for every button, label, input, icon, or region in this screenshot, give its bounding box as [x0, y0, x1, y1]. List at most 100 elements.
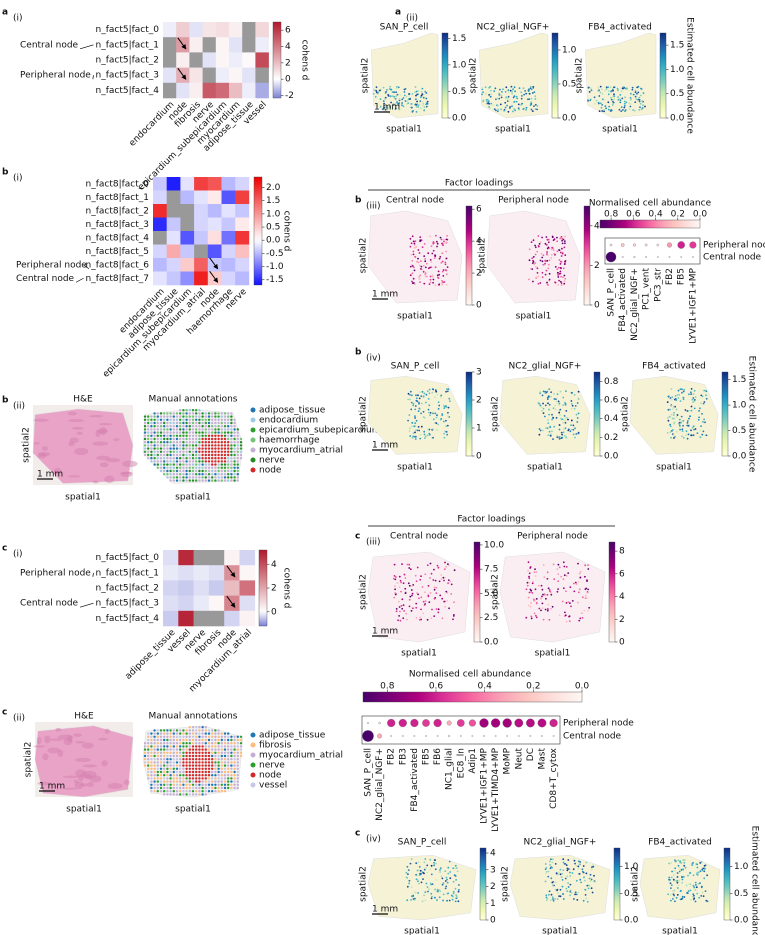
spot — [568, 886, 570, 888]
annotation-spot — [224, 422, 226, 424]
annotation-spot — [182, 409, 184, 411]
colorbar-tick-label: 1.0 — [734, 862, 749, 872]
spot — [573, 434, 575, 436]
x-axis-label: spatial1 — [527, 463, 563, 473]
spot — [548, 414, 550, 416]
annotation-spot — [221, 755, 223, 757]
spot — [703, 403, 705, 405]
spot — [695, 884, 697, 886]
stain — [68, 475, 81, 477]
spot — [490, 96, 492, 98]
spot — [488, 103, 490, 105]
annotation-spot — [153, 784, 155, 786]
spot — [632, 109, 634, 111]
spot — [438, 609, 440, 611]
annotation-spot — [237, 454, 239, 456]
spot — [590, 874, 592, 876]
annotation-spot — [201, 470, 203, 472]
spot — [676, 409, 678, 411]
spot — [571, 400, 573, 402]
annotation-spot — [176, 787, 178, 789]
spot — [547, 397, 549, 399]
colorbar-tick-label: 1.0 — [732, 401, 747, 411]
spot — [596, 100, 598, 102]
spot — [396, 610, 398, 612]
spot — [552, 896, 554, 898]
spot — [563, 566, 565, 568]
spot — [438, 408, 440, 410]
annotation-spot — [173, 454, 175, 456]
spot — [703, 391, 705, 393]
dot — [610, 244, 612, 246]
spot — [397, 94, 399, 96]
scale-bar-label: 1 mm — [37, 470, 63, 480]
spot — [705, 890, 707, 892]
annotation-spot — [144, 451, 146, 453]
spot — [418, 430, 420, 432]
annotation-spot — [221, 412, 223, 414]
spot — [559, 567, 561, 569]
x-axis-label: spatial1 — [386, 125, 422, 135]
annotation-spot — [153, 748, 155, 750]
spot — [399, 606, 401, 608]
spot — [697, 432, 699, 434]
annotation-spot — [182, 758, 184, 760]
spot — [445, 391, 447, 393]
spot — [397, 582, 399, 584]
annotation-spot — [157, 729, 159, 731]
annotation-spot — [157, 784, 159, 786]
spot — [642, 104, 644, 106]
spot — [692, 862, 694, 864]
spot — [434, 589, 436, 591]
annotation-spot — [185, 454, 187, 456]
spot — [600, 92, 602, 94]
spot — [443, 269, 445, 271]
annotation-spot — [153, 444, 155, 446]
annotation-spot — [217, 780, 219, 782]
annotation-spot — [176, 438, 178, 440]
annotation-spot — [195, 467, 197, 469]
annotation-spot — [189, 790, 191, 792]
stain — [87, 782, 94, 787]
annotation-spot — [179, 428, 181, 430]
annotation-spot — [176, 771, 178, 773]
annotation-spot — [173, 764, 175, 766]
annotation-spot — [233, 419, 235, 421]
annotation-spot — [179, 784, 181, 786]
annotation-spot — [211, 425, 213, 427]
spot — [412, 93, 414, 95]
spot — [410, 107, 412, 109]
spot — [449, 400, 451, 402]
map-title: Central node — [390, 532, 449, 542]
spot — [683, 865, 685, 867]
spot — [439, 871, 441, 873]
row-label: n_fact5|fact_1 — [95, 568, 159, 578]
annotation-spot — [205, 451, 207, 453]
spot — [699, 407, 701, 409]
annotation-spot — [192, 428, 194, 430]
spot — [579, 588, 581, 590]
annotation-spot — [205, 422, 207, 424]
heatmap-cell — [240, 611, 256, 627]
spot — [579, 863, 581, 865]
dot — [379, 722, 381, 724]
spot — [406, 877, 408, 879]
stain — [82, 771, 97, 779]
spot — [440, 395, 442, 397]
colorbar-tick-label: 4 — [285, 42, 291, 52]
spot — [395, 91, 397, 93]
spot — [617, 99, 619, 101]
annotation-spot — [237, 752, 239, 754]
spot — [687, 422, 689, 424]
annotation-spot — [189, 736, 191, 738]
annotation-spot — [179, 457, 181, 459]
annotation-spot — [198, 460, 200, 462]
spot — [501, 94, 503, 96]
spot — [536, 603, 538, 605]
spot — [447, 882, 449, 884]
spot — [562, 879, 564, 881]
annotation-spot — [182, 470, 184, 472]
spot — [573, 868, 575, 870]
annotation-spot — [198, 758, 200, 760]
annotation-spot — [189, 451, 191, 453]
